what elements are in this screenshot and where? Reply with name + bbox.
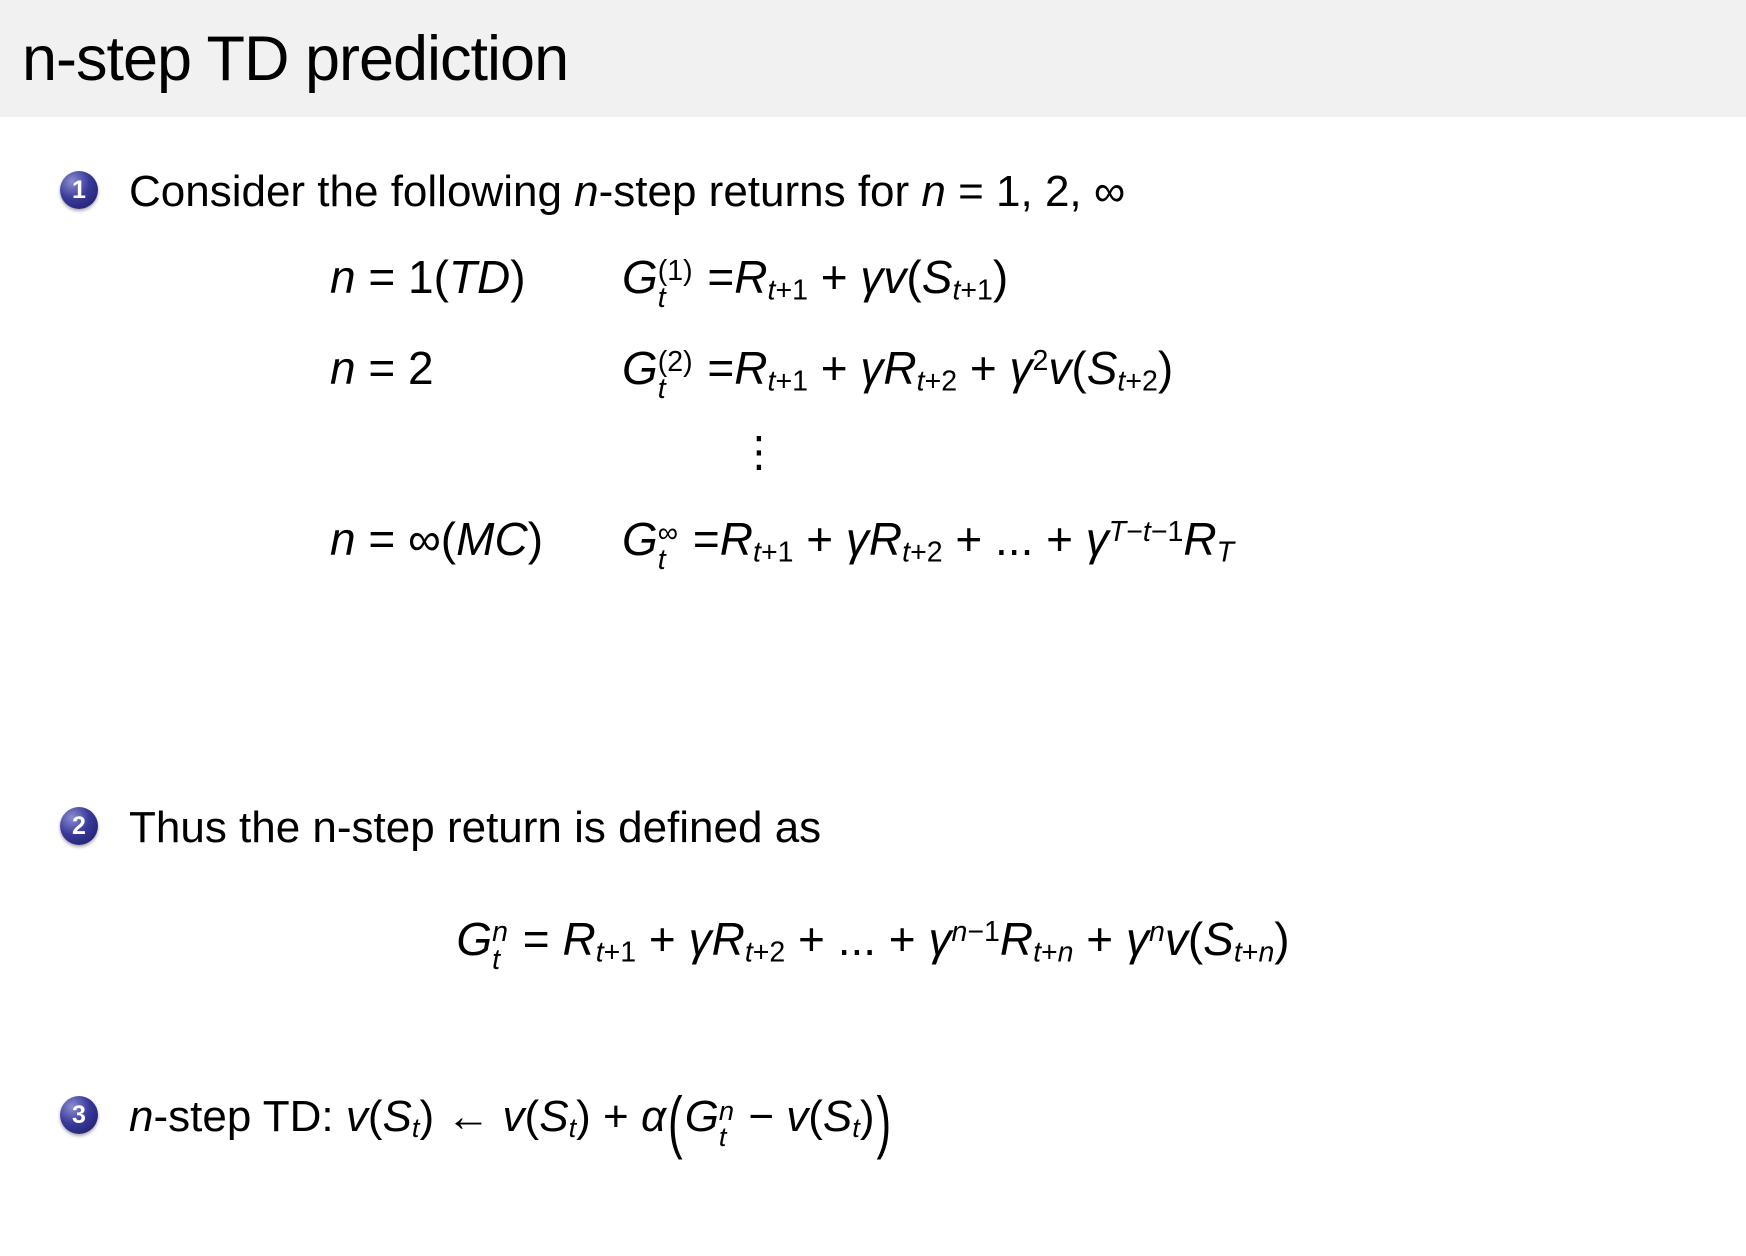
n-step-td-update-equation: v(St) ← v(St) + α(G n t − v(St)) (345, 1084, 892, 1161)
bullet-3-text: n-step TD: v(St) ← v(St) + α(G n t − v(St)… (129, 1084, 893, 1161)
bullet-2-text: Thus the n-step return is defined as (129, 803, 822, 853)
equation-row-n1: n = 1(TD) G (1) t =Rt+1 + γv(St+1) (330, 249, 1746, 315)
bullet-item-3: 3 n-step TD: v(St) ← v(St) + α(G n t − v(S… (60, 1084, 1706, 1161)
slide-header: n-step TD prediction (0, 0, 1746, 117)
bullet-3-number: 3 (72, 1100, 86, 1129)
bullet-item-2: 2 Thus the n-step return is defined as (60, 798, 1706, 857)
equation-formula-n2: G (2) t =Rt+1 + γRt+2 + γ2v(St+2) (622, 342, 1174, 406)
bullet-3-badge: 3 (60, 1096, 98, 1135)
equation-label-n2: n = 2 (330, 342, 434, 395)
equation-row-mc: n = ∞(MC) G ∞ t =Rt+1 + γRt+2 + ... + γT−t… (330, 511, 1746, 577)
equation-label-mc: n = ∞(MC) (330, 513, 544, 566)
bullet-2-badge: 2 (60, 807, 98, 846)
equation-label-n1: n = 1(TD) (330, 251, 526, 304)
bullet-1-text: Consider the following n-step returns fo… (129, 167, 1126, 216)
bullet-item-1: 1 Consider the following n-step returns … (60, 162, 1706, 221)
returns-equation-block: n = 1(TD) G (1) t =Rt+1 + γv(St+1) n = 2 G… (330, 249, 1746, 577)
slide-title: n-step TD prediction (22, 23, 569, 94)
bullet-1-badge: 1 (60, 171, 98, 209)
equation-formula-mc: G ∞ t =Rt+1 + γRt+2 + ... + γT−t−1RT (622, 513, 1234, 577)
slide-body: 1 Consider the following n-step returns … (0, 162, 1746, 1161)
bullet-3-lead: n-step TD: (129, 1092, 346, 1142)
vertical-dots: ⋮ (738, 428, 780, 476)
equation-row-n2: n = 2 G (2) t =Rt+1 + γRt+2 + γ2v(St+2) (330, 340, 1746, 406)
bullet-1-number: 1 (72, 175, 86, 204)
bullet-2-number: 2 (72, 811, 86, 840)
equation-formula-n1: G (1) t =Rt+1 + γv(St+1) (622, 251, 1009, 315)
